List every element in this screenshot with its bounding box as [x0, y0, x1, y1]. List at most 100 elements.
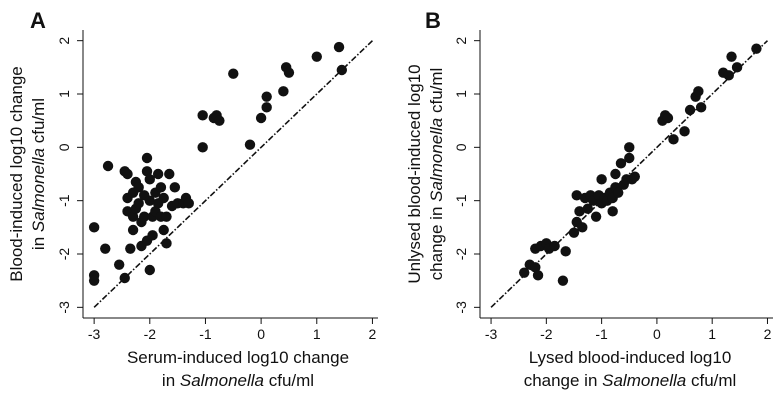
data-point: [693, 86, 704, 97]
data-point: [557, 275, 569, 286]
data-point: [133, 182, 144, 193]
x-tick-label: -2: [144, 326, 157, 342]
x-tick-label: 2: [764, 326, 772, 342]
data-point: [582, 203, 594, 214]
data-point: [139, 211, 150, 222]
data-point: [100, 243, 111, 254]
y-tick-label: -1: [56, 194, 72, 207]
y-tick-label: -1: [453, 194, 469, 207]
data-point: [574, 206, 585, 217]
data-point: [125, 243, 136, 254]
data-point: [147, 230, 158, 241]
data-point: [133, 198, 144, 209]
data-point: [530, 262, 541, 273]
y-axis-title: Unlysed blood-induced log10: [405, 64, 424, 283]
data-point: [624, 142, 635, 153]
data-point: [679, 126, 690, 137]
data-point: [197, 110, 208, 121]
x-axis-title: Lysed blood-induced log10: [529, 348, 732, 367]
data-point: [549, 240, 560, 252]
panel-label-a: A: [30, 8, 46, 33]
data-point: [144, 264, 155, 276]
y-axis-title-line2: change in Salmonella cfu/ml: [427, 68, 446, 281]
x-tick-label: -1: [199, 326, 212, 342]
y-tick-label: 1: [453, 90, 469, 98]
data-point: [144, 195, 155, 206]
data-point: [731, 62, 743, 73]
data-point: [102, 160, 114, 172]
data-point: [668, 134, 679, 145]
y-tick-label: -2: [453, 248, 469, 261]
y-tick-label: 0: [453, 143, 469, 151]
x-axis-title-line2: change in Salmonella cfu/ml: [524, 371, 737, 390]
y-tick-label: -3: [453, 301, 469, 314]
data-point: [283, 67, 295, 78]
data-point: [726, 51, 737, 62]
data-point: [161, 211, 172, 222]
data-point: [113, 259, 125, 270]
data-point: [244, 139, 256, 150]
data-point: [141, 166, 153, 177]
data-point: [127, 224, 139, 236]
data-point: [88, 275, 100, 286]
identity-line: [93, 40, 373, 308]
data-point: [169, 182, 181, 193]
y-tick-label: 2: [56, 37, 72, 45]
data-point: [119, 272, 130, 284]
x-tick-label: -2: [540, 326, 553, 342]
data-point: [161, 238, 172, 249]
data-point: [751, 43, 762, 54]
data-point: [255, 112, 267, 124]
data-point: [519, 267, 530, 278]
data-point: [197, 142, 208, 153]
x-tick-label: -3: [88, 326, 101, 342]
x-tick-label: -3: [485, 326, 498, 342]
data-point: [164, 168, 175, 180]
data-point: [532, 270, 544, 281]
y-tick-label: -3: [56, 301, 72, 314]
x-tick-label: 1: [313, 326, 321, 342]
data-point: [155, 182, 167, 193]
data-point: [158, 224, 169, 236]
data-point: [122, 168, 133, 180]
y-axis-title-line2: in Salmonella cfu/ml: [29, 98, 48, 250]
data-point: [723, 70, 734, 81]
x-tick-label: 1: [708, 326, 716, 342]
data-point: [613, 187, 624, 198]
data-point: [88, 222, 100, 233]
y-tick-label: 1: [56, 90, 72, 98]
x-tick-label: 0: [653, 326, 661, 342]
x-tick-label: 2: [369, 326, 377, 342]
data-point: [158, 192, 169, 204]
data-point: [590, 211, 602, 222]
data-point: [141, 152, 153, 164]
data-point: [261, 91, 272, 102]
data-point: [624, 152, 635, 164]
data-point: [336, 64, 348, 76]
data-point: [333, 41, 345, 53]
x-tick-label: -1: [595, 326, 608, 342]
data-point: [615, 158, 627, 169]
data-point: [577, 222, 588, 233]
data-point: [152, 168, 164, 180]
data-point: [144, 174, 155, 185]
data-point: [571, 190, 582, 201]
data-point: [684, 104, 696, 116]
identity-line: [490, 40, 769, 308]
data-point: [596, 174, 607, 185]
data-point: [278, 86, 289, 97]
y-tick-label: 0: [56, 143, 72, 151]
data-point: [695, 102, 707, 113]
panel-label-b: B: [425, 8, 441, 33]
y-tick-label: -2: [56, 248, 72, 261]
data-point: [183, 198, 194, 209]
data-point: [568, 227, 580, 238]
data-point: [311, 51, 322, 62]
y-tick-label: 2: [453, 37, 469, 45]
y-axis-title: Blood-induced log10 change: [7, 66, 26, 282]
data-point: [228, 68, 239, 79]
data-point: [560, 246, 571, 257]
x-axis-title-line2: in Salmonella cfu/ml: [162, 371, 314, 390]
data-point: [610, 168, 621, 180]
